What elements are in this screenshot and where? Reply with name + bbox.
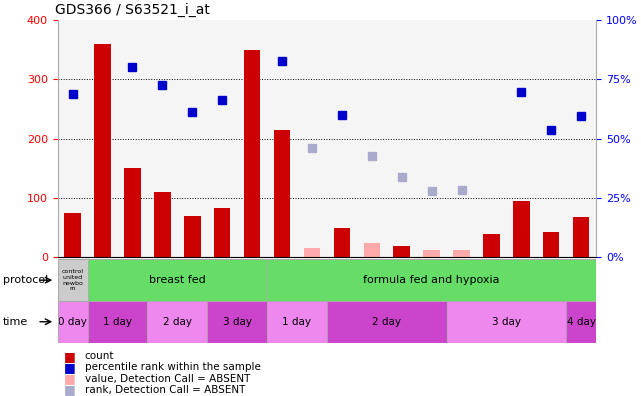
Bar — [394, 246, 410, 257]
Text: ■: ■ — [64, 350, 76, 363]
Bar — [184, 216, 201, 257]
Bar — [207, 301, 267, 343]
Text: time: time — [3, 317, 28, 327]
Bar — [124, 168, 141, 257]
Bar — [543, 232, 560, 257]
Text: 3 day: 3 day — [492, 317, 521, 327]
Bar — [363, 242, 380, 257]
Text: control
united
newbo
rn: control united newbo rn — [62, 269, 83, 291]
Bar — [267, 301, 327, 343]
Bar — [274, 129, 290, 257]
Bar — [513, 201, 529, 257]
Text: 1 day: 1 day — [283, 317, 312, 327]
Bar — [58, 301, 88, 343]
Bar — [453, 249, 470, 257]
Bar — [447, 301, 566, 343]
Bar — [304, 249, 320, 257]
Text: count: count — [85, 351, 114, 362]
Bar — [244, 50, 260, 257]
Bar — [423, 249, 440, 257]
Text: formula fed and hypoxia: formula fed and hypoxia — [363, 275, 500, 285]
Bar — [566, 301, 596, 343]
Bar — [483, 234, 500, 257]
Text: 2 day: 2 day — [163, 317, 192, 327]
Text: percentile rank within the sample: percentile rank within the sample — [85, 362, 260, 373]
Bar — [58, 259, 88, 301]
Text: 0 day: 0 day — [58, 317, 87, 327]
Bar — [88, 259, 267, 301]
Bar — [64, 213, 81, 257]
Bar — [267, 259, 596, 301]
Text: GDS366 / S63521_i_at: GDS366 / S63521_i_at — [55, 3, 210, 17]
Bar — [333, 228, 350, 257]
Bar — [214, 208, 231, 257]
Text: 2 day: 2 day — [372, 317, 401, 327]
Bar — [327, 301, 447, 343]
Text: ■: ■ — [64, 372, 76, 385]
Bar — [147, 301, 207, 343]
Text: rank, Detection Call = ABSENT: rank, Detection Call = ABSENT — [85, 385, 245, 395]
Text: 4 day: 4 day — [567, 317, 595, 327]
Text: protocol: protocol — [3, 275, 49, 285]
Text: ■: ■ — [64, 361, 76, 374]
Bar — [154, 192, 171, 257]
Text: 3 day: 3 day — [222, 317, 252, 327]
Text: value, Detection Call = ABSENT: value, Detection Call = ABSENT — [85, 373, 250, 384]
Text: breast fed: breast fed — [149, 275, 206, 285]
Text: 1 day: 1 day — [103, 317, 132, 327]
Bar — [94, 44, 111, 257]
Text: ■: ■ — [64, 383, 76, 396]
Bar — [88, 301, 147, 343]
Bar — [573, 217, 590, 257]
